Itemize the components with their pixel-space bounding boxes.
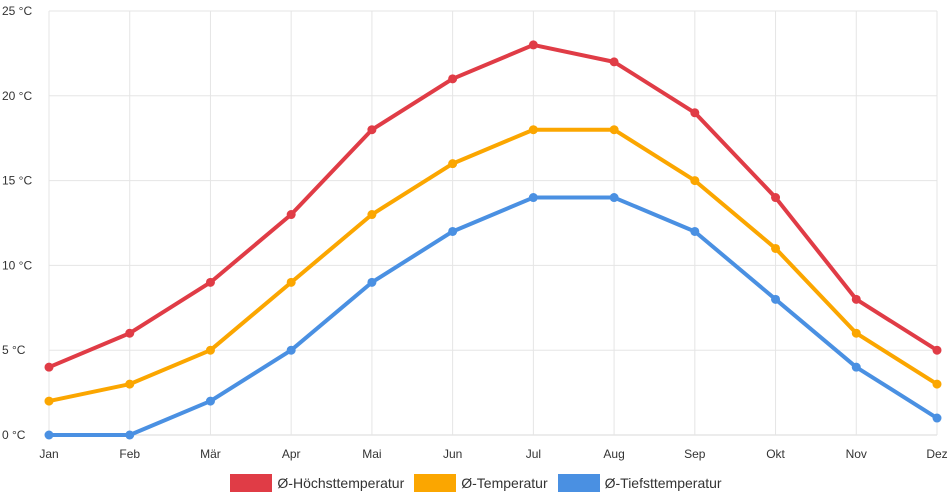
data-point[interactable] — [609, 125, 619, 135]
data-point[interactable] — [286, 277, 296, 287]
x-tick-label: Jan — [39, 447, 58, 461]
data-point[interactable] — [609, 57, 619, 67]
x-tick-label: Sep — [684, 447, 706, 461]
data-point[interactable] — [44, 362, 54, 372]
legend-swatch — [414, 474, 457, 492]
x-tick-labels: Jan Feb Mär Apr Mai Jun Jul Aug Sep Okt Nov Dez — [39, 447, 947, 461]
data-point[interactable] — [125, 328, 135, 338]
data-point[interactable] — [771, 294, 781, 304]
x-tick-label: Jun — [443, 447, 462, 461]
data-point[interactable] — [205, 277, 215, 287]
data-point[interactable] — [528, 193, 538, 203]
data-point[interactable] — [690, 226, 700, 236]
data-point[interactable] — [771, 193, 781, 203]
y-tick-label: 25 °C — [2, 4, 32, 18]
data-point[interactable] — [286, 345, 296, 355]
data-point[interactable] — [528, 40, 538, 50]
x-tick-label: Nov — [846, 447, 867, 461]
data-point[interactable] — [286, 210, 296, 220]
y-tick-label: 0 °C — [2, 428, 26, 442]
data-point[interactable] — [771, 243, 781, 253]
legend-item[interactable]: Ø-Höchsttemperatur — [230, 474, 404, 492]
x-tick-label: Mai — [362, 447, 381, 461]
x-tick-label: Jul — [526, 447, 541, 461]
data-point[interactable] — [367, 277, 377, 287]
legend-label: Ø-Tiefsttemperatur — [604, 475, 722, 491]
data-point[interactable] — [205, 396, 215, 406]
data-point[interactable] — [44, 396, 54, 406]
y-tick-label: 20 °C — [2, 89, 32, 103]
data-point[interactable] — [690, 108, 700, 118]
data-point[interactable] — [125, 430, 135, 440]
data-point[interactable] — [690, 176, 700, 186]
y-tick-labels: 0 °C 5 °C 10 °C 15 °C 20 °C 25 °C — [2, 4, 32, 442]
data-point[interactable] — [851, 362, 861, 372]
legend-swatch — [230, 474, 273, 492]
series-line — [47, 42, 939, 370]
y-tick-label: 5 °C — [2, 343, 26, 357]
series-group — [44, 193, 942, 440]
series-layer — [44, 40, 942, 440]
x-tick-label: Feb — [119, 447, 140, 461]
series-line — [47, 127, 939, 404]
data-point[interactable] — [528, 125, 538, 135]
data-point[interactable] — [609, 193, 619, 203]
data-point[interactable] — [367, 210, 377, 220]
legend-swatch — [557, 474, 600, 492]
data-point[interactable] — [205, 345, 215, 355]
legend-item[interactable]: Ø-Temperatur — [414, 474, 548, 492]
y-tick-label: 10 °C — [2, 258, 32, 272]
data-point[interactable] — [448, 159, 458, 169]
data-point[interactable] — [367, 125, 377, 135]
data-point[interactable] — [932, 345, 942, 355]
data-point[interactable] — [44, 430, 54, 440]
series-line — [47, 195, 939, 437]
x-tick-label: Apr — [282, 447, 301, 461]
data-point[interactable] — [932, 413, 942, 423]
data-point[interactable] — [851, 328, 861, 338]
y-tick-label: 15 °C — [2, 174, 32, 188]
data-point[interactable] — [448, 74, 458, 84]
series-group — [44, 125, 942, 406]
data-point[interactable] — [125, 379, 135, 389]
chart-svg: 0 °C 5 °C 10 °C 15 °C 20 °C 25 °C Jan Feb Mär Ap… — [2, 4, 948, 461]
legend-label: Ø-Temperatur — [461, 475, 548, 491]
x-tick-label: Aug — [603, 447, 624, 461]
data-point[interactable] — [932, 379, 942, 389]
data-point[interactable] — [448, 226, 458, 236]
legend-label: Ø-Höchsttemperatur — [277, 475, 405, 491]
x-tick-label: Okt — [766, 447, 785, 461]
series-group — [44, 40, 942, 372]
grid-layer — [48, 10, 938, 436]
data-point[interactable] — [851, 294, 861, 304]
x-tick-label: Dez — [926, 447, 947, 461]
chart-legend: Ø-Höchsttemperatur Ø-Temperatur Ø-Tiefstte… — [0, 472, 952, 494]
legend-item[interactable]: Ø-Tiefsttemperatur — [557, 474, 722, 492]
x-tick-label: Mär — [200, 447, 221, 461]
